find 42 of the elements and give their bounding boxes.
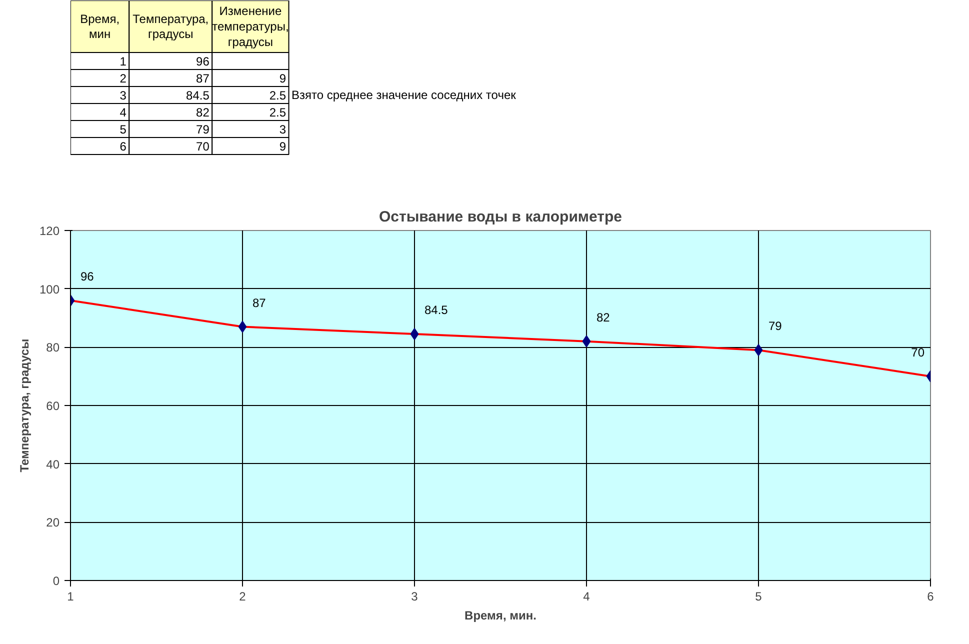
data-label: 70 xyxy=(196,140,210,154)
y-axis-title: Температура, градусы xyxy=(17,338,32,472)
y-tick-label: 20 xyxy=(46,516,60,530)
data-label: 96 xyxy=(80,270,94,284)
y-tick-label: 2 xyxy=(120,72,127,86)
data-label: 82 xyxy=(596,310,610,324)
data-label: 87 xyxy=(252,296,266,310)
data-label: 82 xyxy=(196,106,210,120)
data-label: 84.5 xyxy=(424,303,448,318)
y-tick-label: 80 xyxy=(46,340,60,355)
y-tick-label: 5 xyxy=(120,122,127,136)
y-tick-label: 60 xyxy=(46,399,60,413)
x-tick-label: 4 xyxy=(583,590,590,604)
y-tick-label: 6 xyxy=(120,140,127,154)
y-tick-label: 1 xyxy=(120,54,127,68)
data-label: 2.5 xyxy=(269,106,286,120)
data-label: 9 xyxy=(279,72,286,86)
data-label: 70 xyxy=(911,345,925,360)
x-tick-label: 5 xyxy=(755,590,762,604)
text: Взято среднее значение соседних точек xyxy=(291,88,517,102)
x-axis-title: Время, мин. xyxy=(464,608,536,622)
x-tick-label: 3 xyxy=(411,590,418,604)
y-tick-label: 0 xyxy=(52,574,60,588)
y-axis-title: Время, мин xyxy=(80,12,120,42)
data-label: 84.5 xyxy=(186,88,210,102)
data-label: 3 xyxy=(279,122,286,136)
data-label: 9 xyxy=(279,140,286,154)
x-tick-label: 6 xyxy=(927,590,934,604)
x-tick-label: Изменение температуры, градусы xyxy=(212,4,289,49)
y-tick-label: 4 xyxy=(120,106,127,120)
y-tick-label: 100 xyxy=(39,282,60,296)
y-tick-label: 3 xyxy=(120,88,127,102)
data-label: 79 xyxy=(196,122,210,136)
x-tick-label: 2 xyxy=(239,590,246,604)
y-tick-label: 120 xyxy=(39,224,60,238)
data-label: 96 xyxy=(196,54,210,68)
y-tick-label: 40 xyxy=(46,457,60,472)
data-label: 79 xyxy=(768,319,782,334)
x-tick-label: 1 xyxy=(67,590,74,604)
chart-title: Остывание воды в калориметре xyxy=(378,208,622,226)
data-label: 2.5 xyxy=(269,88,286,102)
data-label: 87 xyxy=(196,72,210,86)
